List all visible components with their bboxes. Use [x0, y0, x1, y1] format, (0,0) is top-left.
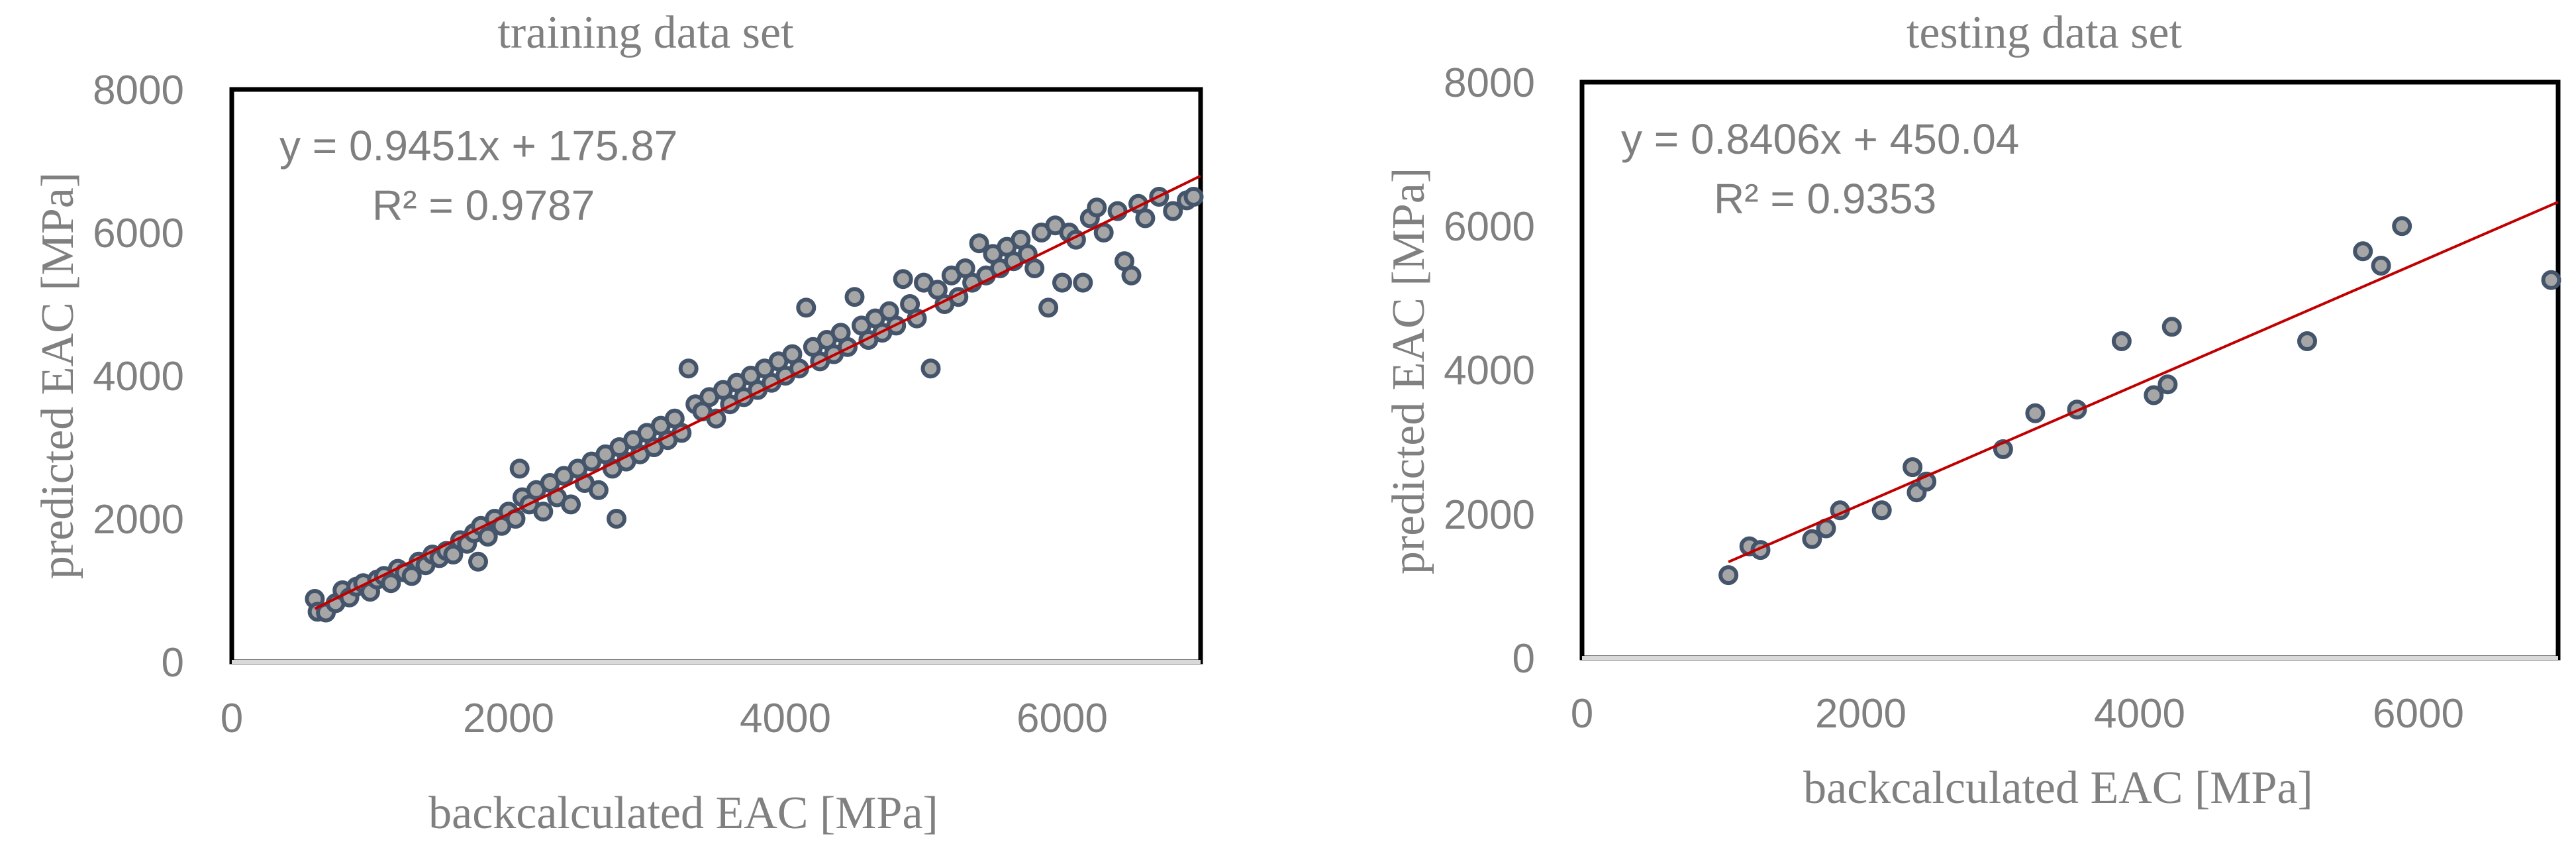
y-axis-label: predicted EAC [MPa]	[32, 172, 83, 579]
data-point	[1121, 265, 1142, 286]
data-point	[1024, 258, 1045, 278]
x-tick-label: 4000	[2094, 691, 2185, 737]
data-point	[2025, 403, 2046, 423]
chart-title: testing data set	[1907, 7, 2183, 58]
data-point	[2161, 317, 2182, 337]
training-chart: training data set 0 2000 4000 6000 8000 …	[32, 7, 1204, 839]
data-point	[2297, 331, 2317, 351]
data-point	[2392, 216, 2412, 237]
data-point	[1073, 272, 1093, 293]
x-tick-label: 0	[221, 696, 243, 741]
data-points	[1718, 216, 2561, 586]
data-point	[1087, 197, 1107, 218]
data-point	[1038, 297, 1059, 318]
x-tick-label: 4000	[740, 696, 831, 741]
x-axis-label: backcalculated EAC [MPa]	[428, 788, 938, 839]
y-tick-labels: 0 2000 4000 6000 8000	[1444, 60, 1535, 682]
data-point	[1802, 529, 1822, 549]
y-tick-label: 8000	[1444, 60, 1535, 106]
chart-title: training data set	[497, 7, 794, 58]
y-tick-label: 6000	[93, 211, 184, 256]
y-tick-labels: 0 2000 4000 6000 8000	[93, 68, 184, 686]
y-tick-label: 8000	[93, 68, 184, 113]
x-tick-label: 0	[1571, 691, 1593, 737]
r-squared-label: R² = 0.9353	[1714, 175, 1936, 223]
data-point	[561, 494, 581, 515]
data-point	[1163, 201, 1183, 221]
data-point	[1135, 208, 1156, 229]
data-point	[844, 287, 865, 307]
x-tick-label: 6000	[2373, 691, 2464, 737]
x-tick-labels: 0 2000 4000 6000	[1571, 691, 2464, 737]
x-tick-label: 2000	[463, 696, 554, 741]
plot-area	[1579, 80, 2561, 661]
trendline	[1728, 201, 2559, 564]
y-axis-label: predicted EAC [MPa]	[1383, 168, 1434, 574]
y-tick-label: 0	[1512, 636, 1535, 682]
data-point	[1052, 272, 1072, 293]
data-point	[2541, 270, 2561, 290]
data-point	[607, 509, 626, 529]
data-point	[468, 551, 488, 572]
data-point	[2371, 256, 2391, 276]
data-point	[533, 502, 554, 522]
data-point	[796, 297, 817, 318]
y-tick-label: 6000	[1444, 204, 1535, 250]
x-axis-label: backcalculated EAC [MPa]	[1803, 763, 2313, 814]
y-tick-label: 0	[162, 640, 184, 686]
data-point	[920, 358, 941, 379]
x-tick-label: 6000	[1016, 696, 1108, 741]
data-point	[2111, 331, 2132, 351]
trendline-equation: y = 0.9451x + 175.87	[279, 122, 677, 170]
data-point	[1903, 457, 1923, 478]
y-tick-label: 2000	[93, 497, 184, 543]
trendline-equation: y = 0.8406x + 450.04	[1621, 115, 2019, 163]
data-point	[969, 233, 989, 254]
y-tick-label: 4000	[93, 354, 184, 399]
data-point	[2144, 385, 2164, 405]
data-point	[678, 358, 699, 379]
x-tick-labels: 0 2000 4000 6000	[221, 696, 1108, 741]
trendline	[314, 174, 1201, 610]
data-point	[477, 527, 498, 547]
data-points	[305, 187, 1204, 623]
r-squared-label: R² = 0.9787	[372, 182, 595, 229]
data-point	[1183, 187, 1204, 207]
data-point	[2353, 241, 2373, 262]
data-point	[588, 480, 609, 500]
y-tick-label: 2000	[1444, 492, 1535, 538]
testing-chart: testing data set 0 2000 4000 6000 8000 0…	[1383, 7, 2561, 814]
data-point	[509, 458, 530, 479]
data-point	[893, 269, 913, 290]
data-point	[2157, 374, 2178, 395]
y-tick-label: 4000	[1444, 348, 1535, 394]
data-point	[1718, 565, 1739, 586]
data-point	[1871, 500, 1892, 521]
x-tick-label: 2000	[1815, 691, 1907, 737]
